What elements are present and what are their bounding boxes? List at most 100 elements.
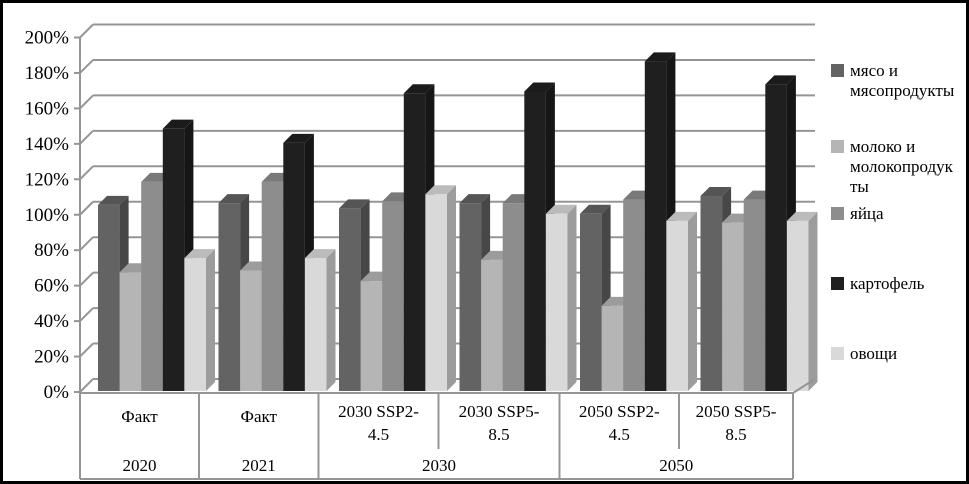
bar-top-face xyxy=(184,249,215,259)
bar-front-face xyxy=(382,201,404,391)
bar-top-face xyxy=(339,199,370,209)
legend-label-potatoes: картофель xyxy=(850,274,925,293)
bar-front-face xyxy=(580,213,602,391)
category-label: Факт xyxy=(241,407,278,426)
bar-top-face xyxy=(524,82,555,92)
bar-top-face xyxy=(765,75,796,85)
bar-top-face xyxy=(545,204,577,214)
bar-front-face xyxy=(162,128,185,392)
bar-5-4 xyxy=(545,204,577,391)
bar-top-face xyxy=(700,187,732,197)
bar-front-face xyxy=(339,208,361,391)
category-group-label: 2020 xyxy=(123,456,157,475)
category-group-label: 2050 xyxy=(659,456,693,475)
bar-front-face xyxy=(283,142,305,391)
bar-side-face xyxy=(567,204,577,391)
bar-front-face xyxy=(545,213,568,391)
bar-front-face xyxy=(722,222,744,391)
bar-top-face xyxy=(218,194,250,204)
y-gridline-connector xyxy=(79,307,94,322)
bar-top-face xyxy=(666,211,697,221)
y-gridline-connector xyxy=(79,165,94,181)
category-label: 4.5 xyxy=(609,425,630,444)
bar-front-face xyxy=(218,203,241,391)
y-gridline-connector xyxy=(79,236,94,251)
category-label: Факт xyxy=(121,407,158,426)
y-axis-tick-label: 120% xyxy=(25,169,70,190)
legend-item-meat: мясо и мясопродукты xyxy=(831,61,956,101)
y-gridline-connector xyxy=(79,130,94,145)
bar-front-face xyxy=(601,305,624,391)
legend-label-meat: мясо и мясопродукты xyxy=(850,61,955,100)
bar-top-face xyxy=(162,119,194,129)
y-axis-tick-label: 40% xyxy=(34,311,69,332)
y-axis-tick-label: 60% xyxy=(34,276,69,297)
bar-top-face xyxy=(304,249,336,259)
y-axis-tick-label: 160% xyxy=(25,98,70,119)
category-label: 2030 SSP2- xyxy=(338,402,419,421)
bar-front-face xyxy=(360,281,383,391)
bar-side-face xyxy=(326,249,336,391)
bar-5-5 xyxy=(666,211,697,391)
bar-front-face xyxy=(524,91,546,391)
bar-side-face xyxy=(447,185,456,391)
bar-top-face xyxy=(580,204,611,214)
category-label: 4.5 xyxy=(368,425,389,444)
legend-label-eggs: яйца xyxy=(850,204,884,223)
bar-5-6 xyxy=(786,211,818,391)
y-axis-tick-label: 0% xyxy=(44,382,70,403)
bar-side-face xyxy=(808,211,818,391)
bar-top-face xyxy=(425,185,456,195)
y-axis-tick-label: 100% xyxy=(25,205,70,226)
bar-front-face xyxy=(403,93,426,391)
y-gridline-connector xyxy=(79,271,94,287)
bar-top-face xyxy=(644,52,676,62)
y-axis-tick-label: 80% xyxy=(34,240,69,261)
floor-corner-diagonal xyxy=(792,378,816,394)
bar-front-face xyxy=(623,199,645,391)
y-gridline-connector xyxy=(79,378,94,393)
bar-front-face xyxy=(743,199,766,391)
category-group-label: 2021 xyxy=(242,456,276,475)
bar-front-face xyxy=(644,61,667,391)
y-gridline-connector xyxy=(79,23,94,39)
legend-item-vegetables: овощи xyxy=(831,344,956,364)
bar-front-face xyxy=(141,181,163,391)
legend-swatch-eggs-icon xyxy=(831,207,844,220)
category-label: 8.5 xyxy=(725,425,746,444)
legend-item-eggs: яйца xyxy=(831,204,956,224)
category-label: 2050 SSP5- xyxy=(696,402,777,421)
legend-label-milk: молоко и молокопродукты xyxy=(850,137,953,196)
bar-side-face xyxy=(688,211,697,391)
category-label: 8.5 xyxy=(488,425,509,444)
bar-front-face xyxy=(666,220,688,391)
y-gridline-connector xyxy=(79,201,94,216)
category-label: 2030 SSP5- xyxy=(459,402,540,421)
legend-swatch-milk-icon xyxy=(831,140,844,153)
bar-top-face xyxy=(98,195,129,205)
bar-top-face xyxy=(403,84,435,94)
bar-front-face xyxy=(240,270,262,391)
legend-swatch-vegetables-icon xyxy=(831,347,844,360)
bar-front-face xyxy=(119,272,142,391)
legend-label-vegetables: овощи xyxy=(850,344,898,363)
bar-chart-canvas: 0% 20% 40% 60% 80% 100% 120% 140% 160% 180% 200% Фа… xyxy=(25,23,818,480)
y-gridline-connector xyxy=(79,59,94,74)
bar-front-face xyxy=(786,220,809,391)
chart-legend: мясо и мясопродукты молоко и молокопроду… xyxy=(831,3,963,481)
legend-swatch-meat-icon xyxy=(831,64,844,77)
bar-front-face xyxy=(98,204,120,391)
bar-front-face xyxy=(765,84,787,392)
bar-side-face xyxy=(206,249,215,391)
bar-5-2 xyxy=(304,249,336,391)
y-gridline-connector xyxy=(79,94,94,110)
bar-top-face xyxy=(283,133,314,143)
bar-top-face xyxy=(459,194,491,204)
category-group-label: 2030 xyxy=(422,456,456,475)
y-axis-tick-label: 20% xyxy=(34,347,69,368)
y-axis-tick-label: 200% xyxy=(25,28,70,49)
legend-swatch-potatoes-icon xyxy=(831,277,844,290)
bar-front-face xyxy=(304,258,327,391)
y-axis-tick-label: 180% xyxy=(25,63,70,84)
